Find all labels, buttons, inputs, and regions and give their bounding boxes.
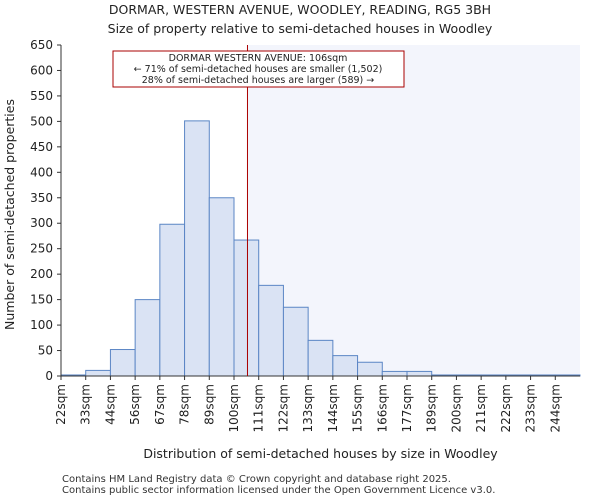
y-tick-label: 350 bbox=[30, 191, 53, 205]
y-tick-label: 150 bbox=[30, 293, 53, 307]
x-tick-label: 244sqm bbox=[548, 384, 562, 432]
y-tick-label: 450 bbox=[30, 140, 53, 154]
chart-title: DORMAR, WESTERN AVENUE, WOODLEY, READING… bbox=[108, 2, 492, 17]
histogram-bar bbox=[307, 339, 334, 377]
annotation-box: DORMAR WESTERN AVENUE: 106sqm ← 71% of s… bbox=[112, 50, 405, 88]
x-tick-label: 33sqm bbox=[79, 384, 93, 425]
x-tick-label: 56sqm bbox=[128, 384, 142, 425]
histogram-bar bbox=[233, 239, 260, 377]
histogram-bar bbox=[381, 370, 408, 377]
x-tick-label: 233sqm bbox=[524, 384, 538, 432]
annotation-line-1: DORMAR WESTERN AVENUE: 106sqm bbox=[169, 53, 348, 64]
histogram-bar bbox=[406, 370, 433, 377]
x-axis-label: Distribution of semi-detached houses by … bbox=[143, 446, 498, 461]
x-tick-label: 189sqm bbox=[425, 384, 439, 432]
footer-licence-line: Contains public sector information licen… bbox=[62, 485, 496, 496]
annotation-line-2: ← 71% of semi-detached houses are smalle… bbox=[134, 64, 383, 75]
x-tick-label: 22sqm bbox=[54, 384, 68, 425]
x-tick-label: 89sqm bbox=[202, 384, 216, 425]
x-tick-label: 100sqm bbox=[227, 384, 241, 432]
y-tick-label: 550 bbox=[30, 89, 53, 103]
y-tick-label: 250 bbox=[30, 242, 53, 256]
y-tick-label: 0 bbox=[45, 369, 53, 383]
chart-subtitle: Size of property relative to semi-detach… bbox=[107, 21, 493, 36]
x-tick-label: 222sqm bbox=[499, 384, 513, 432]
histogram-bar bbox=[85, 369, 111, 377]
y-tick-label: 600 bbox=[30, 63, 53, 77]
x-tick-label: 166sqm bbox=[375, 384, 389, 432]
x-tick-label: 67sqm bbox=[153, 384, 167, 425]
histogram-bar bbox=[258, 284, 284, 377]
y-tick-label: 100 bbox=[30, 318, 53, 332]
x-tick-label: 44sqm bbox=[103, 384, 117, 425]
y-tick-label: 500 bbox=[30, 114, 53, 128]
histogram-bar bbox=[208, 197, 235, 377]
histogram-bar bbox=[109, 349, 136, 377]
histogram-bar bbox=[159, 223, 186, 377]
y-tick-label: 200 bbox=[30, 267, 53, 281]
x-tick-label: 122sqm bbox=[276, 384, 290, 432]
x-tick-label: 78sqm bbox=[178, 384, 192, 425]
y-axis-label: Number of semi-detached properties bbox=[2, 99, 17, 330]
y-tick-label: 50 bbox=[38, 344, 53, 358]
histogram-bar bbox=[282, 306, 309, 377]
x-tick-label: 133sqm bbox=[301, 384, 315, 432]
histogram-bar bbox=[184, 120, 210, 377]
annotation-line-3: 28% of semi-detached houses are larger (… bbox=[142, 75, 375, 86]
x-tick-label: 144sqm bbox=[326, 384, 340, 432]
annotation-box-border bbox=[112, 50, 405, 88]
y-tick-label: 400 bbox=[30, 165, 53, 179]
histogram-bar bbox=[357, 361, 383, 377]
x-tick-label: 155sqm bbox=[351, 384, 365, 432]
x-tick-label: 111sqm bbox=[252, 384, 266, 432]
histogram-bar bbox=[332, 355, 359, 377]
x-tick-label: 211sqm bbox=[474, 384, 488, 432]
x-tick-label: 177sqm bbox=[400, 384, 414, 432]
histogram-bar bbox=[134, 299, 161, 377]
y-tick-label: 300 bbox=[30, 216, 53, 230]
x-tick-label: 200sqm bbox=[449, 384, 463, 432]
y-tick-label: 650 bbox=[30, 38, 53, 52]
footer-copyright-line: Contains HM Land Registry data © Crown c… bbox=[62, 474, 451, 485]
